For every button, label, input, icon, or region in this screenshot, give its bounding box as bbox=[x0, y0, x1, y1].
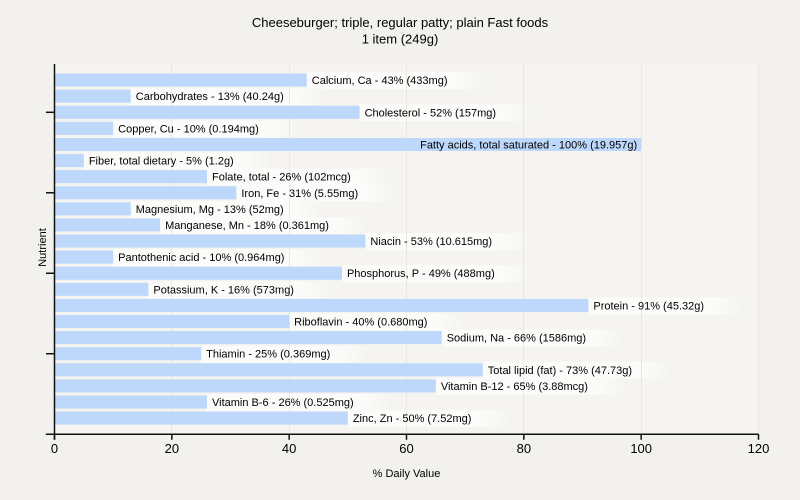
svg-text:% Daily Value: % Daily Value bbox=[373, 468, 441, 480]
svg-text:Copper, Cu - 10% (0.194mg): Copper, Cu - 10% (0.194mg) bbox=[118, 123, 259, 135]
svg-text:Cheeseburger; triple, regular: Cheeseburger; triple, regular patty; pla… bbox=[252, 15, 549, 30]
svg-text:Riboflavin - 40% (0.680mg): Riboflavin - 40% (0.680mg) bbox=[294, 317, 427, 329]
svg-text:Folate, total - 26% (102mcg): Folate, total - 26% (102mcg) bbox=[212, 172, 351, 184]
svg-text:Carbohydrates - 13% (40.24g): Carbohydrates - 13% (40.24g) bbox=[136, 91, 284, 103]
svg-text:60: 60 bbox=[399, 441, 413, 456]
svg-text:Total lipid (fat) - 73% (47.73: Total lipid (fat) - 73% (47.73g) bbox=[488, 365, 632, 377]
svg-text:Potassium, K - 16% (573mg): Potassium, K - 16% (573mg) bbox=[153, 284, 294, 296]
svg-text:Nutrient: Nutrient bbox=[37, 228, 49, 267]
svg-text:Magnesium, Mg - 13% (52mg): Magnesium, Mg - 13% (52mg) bbox=[136, 204, 284, 216]
svg-text:Vitamin B-6 - 26% (0.525mg): Vitamin B-6 - 26% (0.525mg) bbox=[212, 397, 354, 409]
svg-text:Protein - 91% (45.32g): Protein - 91% (45.32g) bbox=[593, 300, 704, 312]
svg-text:100: 100 bbox=[630, 441, 652, 456]
svg-text:1 item (249g): 1 item (249g) bbox=[362, 32, 439, 47]
svg-text:Vitamin B-12 - 65% (3.88mcg): Vitamin B-12 - 65% (3.88mcg) bbox=[441, 381, 588, 393]
svg-text:80: 80 bbox=[517, 441, 531, 456]
svg-text:Iron, Fe - 31% (5.55mg): Iron, Fe - 31% (5.55mg) bbox=[241, 188, 358, 200]
svg-text:Phosphorus, P - 49% (488mg): Phosphorus, P - 49% (488mg) bbox=[347, 268, 495, 280]
svg-text:Pantothenic acid - 10% (0.964m: Pantothenic acid - 10% (0.964mg) bbox=[118, 252, 284, 264]
svg-text:120: 120 bbox=[748, 441, 770, 456]
svg-text:Cholesterol - 52% (157mg): Cholesterol - 52% (157mg) bbox=[365, 107, 496, 119]
svg-text:Fiber, total dietary - 5% (1.2: Fiber, total dietary - 5% (1.2g) bbox=[89, 156, 234, 168]
svg-text:Calcium, Ca - 43% (433mg): Calcium, Ca - 43% (433mg) bbox=[312, 75, 448, 87]
svg-text:40: 40 bbox=[282, 441, 296, 456]
svg-text:Manganese, Mn - 18% (0.361mg): Manganese, Mn - 18% (0.361mg) bbox=[165, 220, 329, 232]
svg-text:Niacin - 53% (10.615mg): Niacin - 53% (10.615mg) bbox=[370, 236, 492, 248]
svg-text:20: 20 bbox=[165, 441, 179, 456]
svg-text:Zinc, Zn - 50% (7.52mg): Zinc, Zn - 50% (7.52mg) bbox=[353, 413, 472, 425]
svg-text:Sodium, Na - 66% (1586mg): Sodium, Na - 66% (1586mg) bbox=[447, 333, 586, 345]
svg-text:Fatty acids, total saturated -: Fatty acids, total saturated - 100% (19.… bbox=[420, 139, 637, 151]
svg-text:Thiamin - 25% (0.369mg): Thiamin - 25% (0.369mg) bbox=[206, 349, 330, 361]
svg-text:0: 0 bbox=[51, 441, 58, 456]
